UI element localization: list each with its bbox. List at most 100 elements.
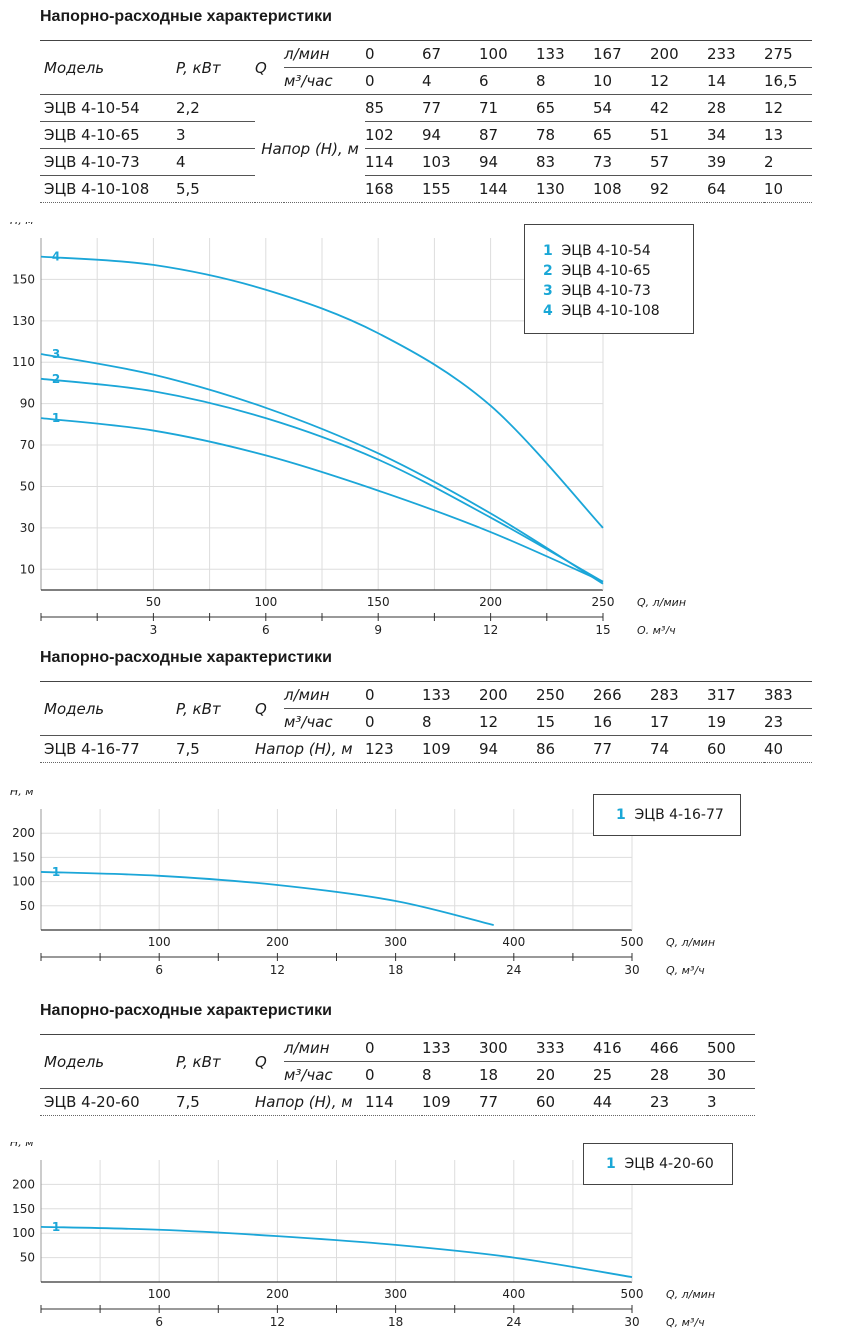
cell: 92 [650,175,707,203]
x-tick-label: 200 [479,595,502,609]
series-line-3 [40,353,604,585]
y-tick-label: 150 [12,850,35,864]
legend-1: 1 ЭЦВ 4-10-54 2 ЭЦВ 4-10-65 3 ЭЦВ 4-10-7… [524,224,694,334]
table-row: ЭЦВ 4-16-77 7,5 Напор (Н), м 123 109 94 … [40,735,812,763]
cell: 416 [593,1034,650,1062]
header-model: Модель [40,681,176,736]
x-tick-label: 100 [148,1287,171,1301]
legend-num: 1 [616,807,626,823]
header-model: Модель [40,40,176,95]
x2-axis-label: Q, м³/ч [666,964,705,977]
series-label-1: 1 [52,1220,60,1234]
header-q: Q [255,1034,284,1089]
cell: 34 [707,121,764,149]
x-axis-label: Q, л/мин [637,596,686,609]
x-tick-label: 300 [384,1287,407,1301]
cell: 133 [422,681,479,709]
cell: 28 [707,94,764,122]
cell: 100 [479,40,536,68]
legend-num: 4 [543,303,553,319]
series-line-1 [40,871,494,927]
legend-2: 1 ЭЦВ 4-16-77 [593,794,741,836]
header-unit-m3h: м³/час [284,1061,365,1089]
cell: 130 [536,175,593,203]
cell: 0 [365,681,422,709]
y-tick-label: 50 [20,479,35,493]
table-row: ЭЦВ 4-10-73 4 114 103 94 83 73 57 39 2 [40,148,812,176]
cell: 317 [707,681,764,709]
legend-item: 1 ЭЦВ 4-16-77 [616,805,740,825]
header-power: P, кВт [176,681,255,736]
cell: 77 [593,735,650,763]
cell: 233 [707,40,764,68]
header-unit-lmin: л/мин [284,681,365,709]
section1-title: Напорно-расходные характеристики [40,8,332,25]
cell: 16,5 [764,67,812,95]
cell: 0 [365,40,422,68]
x-axis-label: Q, л/мин [666,936,715,949]
cell: 0 [365,1061,422,1089]
header-q: Q [255,40,284,95]
model-cell: ЭЦВ 4-10-54 [40,94,176,122]
cell: 114 [365,1088,422,1116]
cell: 250 [536,681,593,709]
y-tick-label: 150 [12,1202,35,1216]
y-axis-label: Н, м [10,1142,34,1149]
legend-label: ЭЦВ 4-10-108 [561,303,660,319]
series-line-4 [40,255,604,529]
legend-num: 2 [543,263,553,279]
x-tick-label: 200 [266,1287,289,1301]
header-q: Q [255,681,284,736]
series-label-2: 2 [52,372,60,386]
cell: 12 [479,708,536,736]
model-cell: ЭЦВ 4-20-60 [40,1088,176,1116]
x-tick-label: 500 [621,935,644,949]
x2-tick-label: 9 [374,623,382,634]
cell: 57 [650,148,707,176]
cell: 51 [650,121,707,149]
table-row: ЭЦВ 4-20-60 7,5 Напор (Н), м 114 109 77 … [40,1088,755,1116]
series-line-1 [40,417,604,583]
header-unit-lmin: л/мин [284,40,365,68]
x2-tick-label: 18 [388,1315,403,1329]
header-unit-m3h: м³/час [284,67,365,95]
x2-axis-label: Q, м³/ч [637,624,676,634]
cell: 12 [764,94,812,122]
power-cell: 2,2 [176,94,255,122]
x2-tick-label: 12 [270,1315,285,1329]
x-tick-label: 150 [367,595,390,609]
legend-num: 1 [606,1156,616,1172]
cell: 77 [422,94,479,122]
chart-3: 50 100 150 200 Н, м 100 200 300 400 500 Q, л/мин 6 1… [10,1142,715,1329]
x-tick-label: 400 [502,935,525,949]
legend-label: ЭЦВ 4-10-65 [561,263,651,279]
series-label-3: 3 [52,347,60,361]
cell: 85 [365,94,422,122]
y-tick-label: 10 [20,562,35,576]
power-cell: 4 [176,148,255,176]
cell: 23 [764,708,812,736]
section2-table: Модель P, кВт Q л/мин 0 133 200 250 266 … [40,681,812,763]
cell: 77 [479,1088,536,1116]
legend-item: 4 ЭЦВ 4-10-108 [543,301,693,321]
legend-num: 1 [543,243,553,259]
series-line-1 [40,1225,633,1279]
x2-tick-label: 24 [506,963,521,977]
x2-tick-label: 3 [150,623,158,634]
x-tick-label: 100 [254,595,277,609]
power-cell: 3 [176,121,255,149]
y-tick-label: 100 [12,875,35,889]
legend-3: 1 ЭЦВ 4-20-60 [583,1143,733,1185]
section3-table: Модель P, кВт Q л/мин 0 133 300 333 416 … [40,1034,755,1116]
x2-tick-label: 30 [624,1315,639,1329]
cell: 114 [365,148,422,176]
y-tick-label: 70 [20,438,35,452]
cell: 3 [707,1088,755,1116]
cell: 167 [593,40,650,68]
model-cell: ЭЦВ 4-16-77 [40,735,176,763]
model-cell: ЭЦВ 4-10-65 [40,121,176,149]
x2-tick-label: 15 [595,623,610,634]
cell: 300 [479,1034,536,1062]
header-model: Модель [40,1034,176,1089]
cell: 266 [593,681,650,709]
